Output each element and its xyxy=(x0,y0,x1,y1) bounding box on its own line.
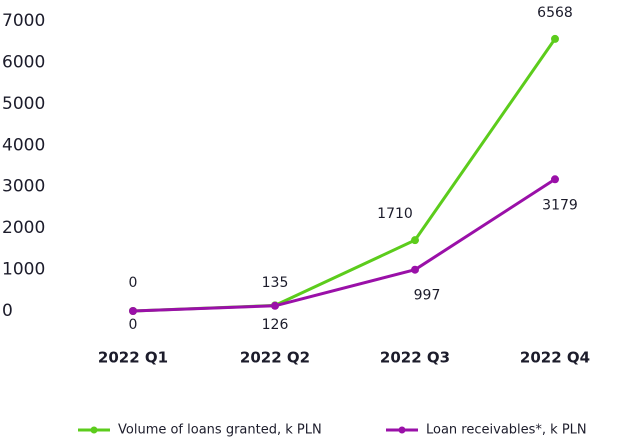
data-label: 3179 xyxy=(542,197,578,213)
y-tick-label: 6000 xyxy=(2,52,45,72)
data-label: 6568 xyxy=(537,5,573,21)
legend-label: Volume of loans granted, k PLN xyxy=(118,423,322,438)
y-tick-label: 1000 xyxy=(2,260,45,280)
data-label: 0 xyxy=(129,317,138,333)
y-tick-label: 2000 xyxy=(2,218,45,238)
data-point xyxy=(129,307,137,315)
data-label: 135 xyxy=(262,275,289,291)
data-label: 997 xyxy=(414,288,441,304)
y-tick-label: 5000 xyxy=(2,94,45,114)
data-point xyxy=(271,301,279,310)
y-tick-label: 0 xyxy=(2,301,13,321)
x-tick-label: 2022 Q1 xyxy=(98,349,168,367)
data-label: 126 xyxy=(262,317,289,333)
legend-marker xyxy=(90,426,98,434)
x-tick-label: 2022 Q4 xyxy=(520,349,590,367)
y-tick-label: 7000 xyxy=(2,11,45,31)
data-point xyxy=(551,175,559,184)
series-line xyxy=(132,38,557,313)
y-tick-label: 4000 xyxy=(2,135,45,155)
x-tick-label: 2022 Q2 xyxy=(240,349,310,367)
x-tick-label: 2022 Q3 xyxy=(380,349,450,367)
series-line xyxy=(132,178,556,313)
legend-label: Loan receivables*, k PLN xyxy=(426,423,587,438)
data-point xyxy=(411,236,419,245)
data-label: 1710 xyxy=(377,206,413,222)
y-tick-label: 3000 xyxy=(2,177,45,197)
legend-marker xyxy=(398,426,406,434)
data-label: 0 xyxy=(129,275,138,291)
data-point xyxy=(551,34,559,43)
data-point xyxy=(411,265,419,274)
